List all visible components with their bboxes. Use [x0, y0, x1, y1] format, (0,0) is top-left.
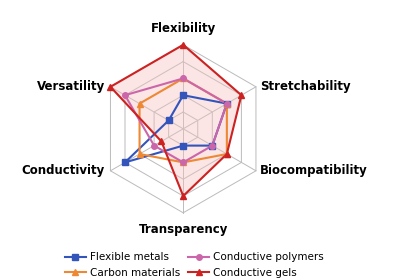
Text: Flexibility: Flexibility: [150, 22, 216, 35]
Text: Versatility: Versatility: [37, 80, 105, 93]
Text: Conductivity: Conductivity: [22, 164, 105, 177]
Polygon shape: [110, 45, 241, 196]
Text: Biocompatibility: Biocompatibility: [260, 164, 368, 177]
Legend: Flexible metals, Carbon materials, Conductive polymers, Conductive gels: Flexible metals, Carbon materials, Condu…: [65, 252, 324, 277]
Text: Transparency: Transparency: [138, 223, 228, 235]
Text: Stretchability: Stretchability: [260, 80, 351, 93]
